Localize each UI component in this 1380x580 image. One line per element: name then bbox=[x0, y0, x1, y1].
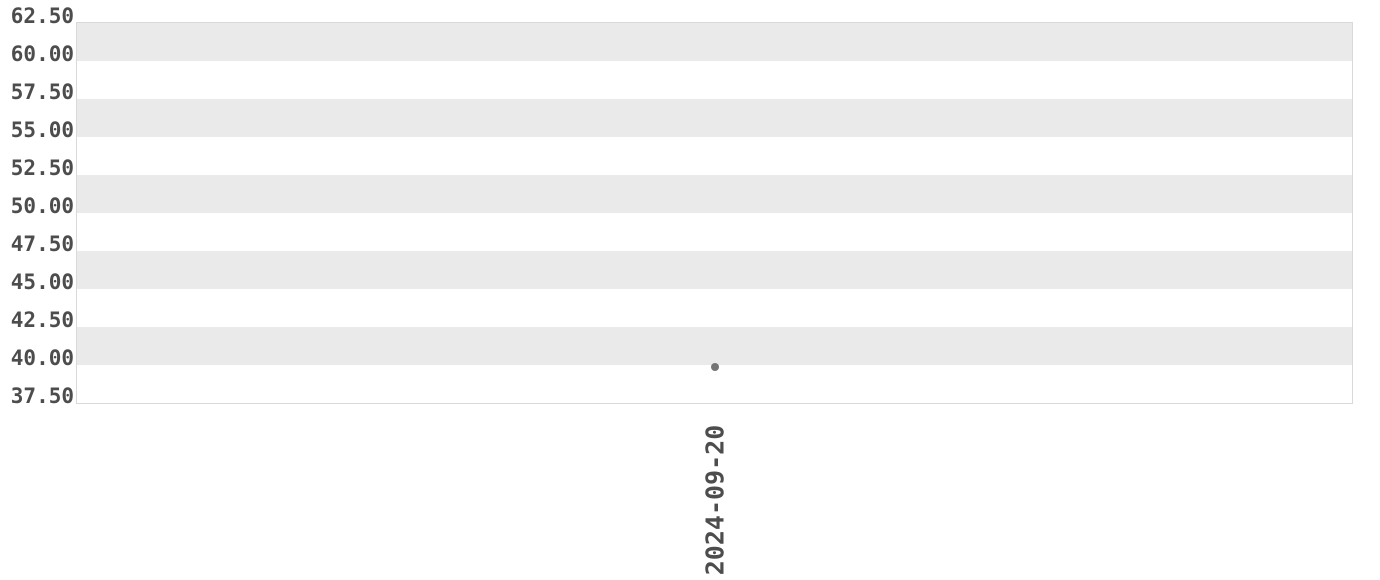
y-tick-label: 60.00 bbox=[10, 42, 74, 66]
plot-area bbox=[76, 22, 1353, 404]
y-tick-label: 45.00 bbox=[10, 270, 74, 294]
y-tick-label: 37.50 bbox=[10, 384, 74, 408]
y-tick-label: 55.00 bbox=[10, 118, 74, 142]
y-tick-label: 40.00 bbox=[10, 346, 74, 370]
y-tick-label: 57.50 bbox=[10, 80, 74, 104]
y-tick-label: 52.50 bbox=[10, 156, 74, 180]
y-tick-label: 50.00 bbox=[10, 194, 74, 218]
y-tick-label: 62.50 bbox=[10, 4, 74, 28]
y-tick-label: 47.50 bbox=[10, 232, 74, 256]
data-point[interactable] bbox=[710, 362, 719, 371]
y-tick-label: 42.50 bbox=[10, 308, 74, 332]
x-axis-label: 2024-09-20 bbox=[700, 424, 729, 576]
